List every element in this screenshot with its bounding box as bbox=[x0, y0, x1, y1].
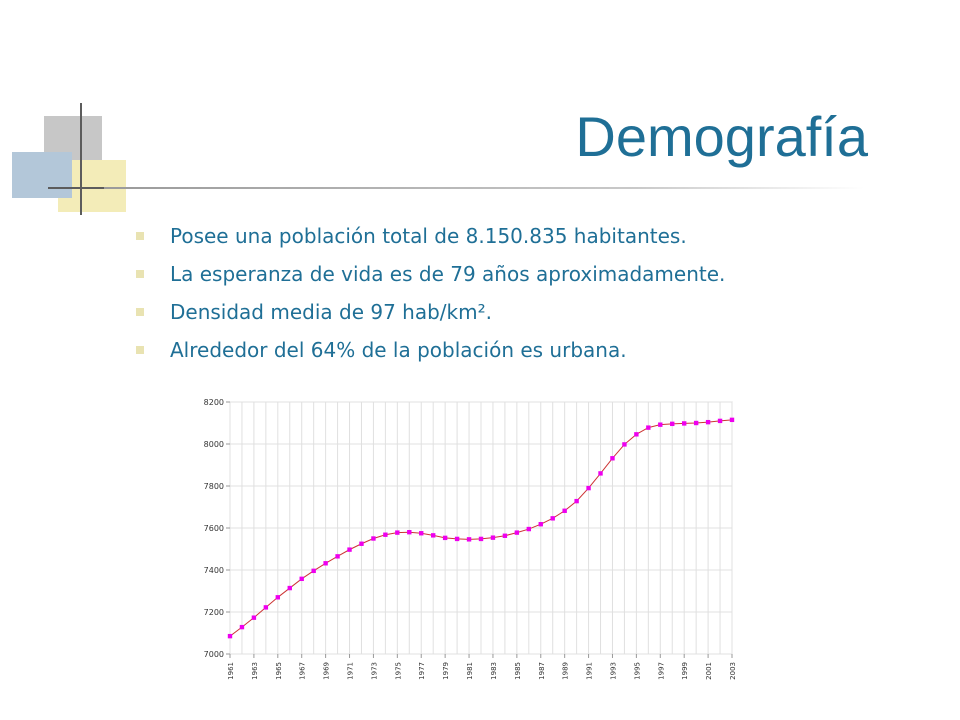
data-point bbox=[311, 568, 316, 574]
data-point bbox=[383, 532, 388, 537]
data-point bbox=[407, 530, 412, 535]
data-point bbox=[717, 418, 723, 424]
y-tick-label: 8000 bbox=[204, 440, 224, 449]
bullet-text: Densidad media de 97 hab/km². bbox=[170, 300, 492, 324]
x-tick-label: 2001 bbox=[705, 662, 713, 680]
decor-horizontal-line-dark bbox=[48, 187, 104, 189]
bullet-square-icon bbox=[136, 346, 144, 354]
data-point bbox=[239, 624, 245, 630]
bullet-item: Densidad media de 97 hab/km². bbox=[132, 298, 725, 336]
decor-blue-square bbox=[12, 152, 72, 198]
x-tick-label: 1969 bbox=[323, 662, 331, 680]
data-point bbox=[442, 535, 448, 541]
data-point bbox=[454, 536, 460, 542]
slide-title: Demografía bbox=[575, 105, 868, 168]
data-point bbox=[658, 422, 663, 427]
data-point bbox=[299, 576, 304, 582]
data-point bbox=[287, 585, 292, 591]
decor-vertical-line bbox=[80, 103, 82, 215]
x-tick-label: 1995 bbox=[633, 662, 641, 680]
x-tick-label: 1977 bbox=[418, 662, 426, 680]
data-point bbox=[550, 516, 555, 521]
y-tick-label: 7200 bbox=[204, 608, 224, 617]
data-point bbox=[466, 537, 472, 542]
x-tick-label: 1973 bbox=[370, 662, 378, 680]
data-point bbox=[634, 432, 639, 437]
data-point bbox=[526, 526, 532, 532]
data-point bbox=[574, 498, 579, 504]
x-tick-label: 1979 bbox=[442, 662, 450, 680]
data-point bbox=[681, 421, 687, 426]
data-point bbox=[562, 508, 567, 513]
bullet-item: Alrededor del 64% de la población es urb… bbox=[132, 336, 725, 374]
data-point bbox=[371, 536, 376, 541]
y-tick-label: 7600 bbox=[204, 524, 224, 533]
data-point bbox=[275, 595, 281, 600]
data-point bbox=[419, 531, 424, 536]
y-tick-label: 8200 bbox=[204, 398, 224, 407]
x-tick-label: 1971 bbox=[347, 662, 355, 680]
data-point bbox=[693, 420, 699, 426]
x-tick-label: 1967 bbox=[299, 662, 307, 680]
x-tick-label: 1997 bbox=[657, 662, 665, 680]
x-tick-label: 1961 bbox=[227, 662, 235, 680]
x-tick-label: 1981 bbox=[466, 662, 474, 680]
bullet-item: Posee una población total de 8.150.835 h… bbox=[132, 222, 725, 260]
data-point bbox=[586, 485, 591, 491]
data-point bbox=[430, 533, 436, 538]
population-line-chart: 7000 7200 7400 7600 7800 8000 8200 1961 1963 1965… bbox=[204, 398, 737, 680]
data-point bbox=[227, 633, 233, 639]
x-tick-label: 1975 bbox=[394, 662, 402, 680]
data-point bbox=[347, 547, 352, 552]
x-tick-label: 1993 bbox=[609, 662, 617, 680]
data-point bbox=[263, 605, 269, 610]
x-tick-label: 1985 bbox=[514, 662, 522, 680]
x-tick-label: 1965 bbox=[275, 662, 283, 680]
bullet-square-icon bbox=[136, 232, 144, 240]
data-point bbox=[646, 425, 651, 430]
x-tick-label: 1989 bbox=[562, 662, 570, 680]
x-tick-label: 2003 bbox=[729, 662, 737, 680]
bullet-text: La esperanza de vida es de 79 años aprox… bbox=[170, 262, 726, 286]
data-point bbox=[251, 615, 257, 620]
data-point bbox=[538, 522, 543, 527]
y-tick-label: 7800 bbox=[204, 482, 224, 491]
data-point bbox=[610, 456, 615, 461]
title-underline bbox=[104, 187, 864, 189]
x-tick-label: 1983 bbox=[490, 662, 498, 680]
data-point bbox=[335, 554, 340, 559]
data-point bbox=[323, 561, 328, 566]
y-tick-label: 7000 bbox=[204, 650, 224, 659]
data-point bbox=[502, 533, 508, 538]
data-point bbox=[478, 536, 484, 542]
bullet-square-icon bbox=[136, 270, 144, 278]
data-point bbox=[670, 421, 675, 427]
data-point bbox=[514, 530, 520, 535]
data-point bbox=[622, 442, 627, 447]
bullet-item: La esperanza de vida es de 79 años aprox… bbox=[132, 260, 725, 298]
y-tick-label: 7400 bbox=[204, 566, 224, 575]
data-point bbox=[395, 530, 400, 535]
data-point bbox=[490, 535, 496, 540]
x-tick-label: 1987 bbox=[538, 662, 546, 680]
bullet-text: Alrededor del 64% de la población es urb… bbox=[170, 338, 627, 362]
x-tick-label: 1999 bbox=[681, 662, 689, 680]
x-tick-label: 1963 bbox=[251, 662, 259, 680]
bullet-list: Posee una población total de 8.150.835 h… bbox=[132, 222, 725, 374]
data-point bbox=[705, 419, 711, 425]
bullet-text: Posee una población total de 8.150.835 h… bbox=[170, 224, 687, 248]
x-tick-label: 1991 bbox=[586, 662, 594, 680]
data-point bbox=[359, 541, 364, 546]
bullet-square-icon bbox=[136, 308, 144, 316]
data-point bbox=[729, 417, 735, 423]
data-point bbox=[598, 471, 603, 476]
